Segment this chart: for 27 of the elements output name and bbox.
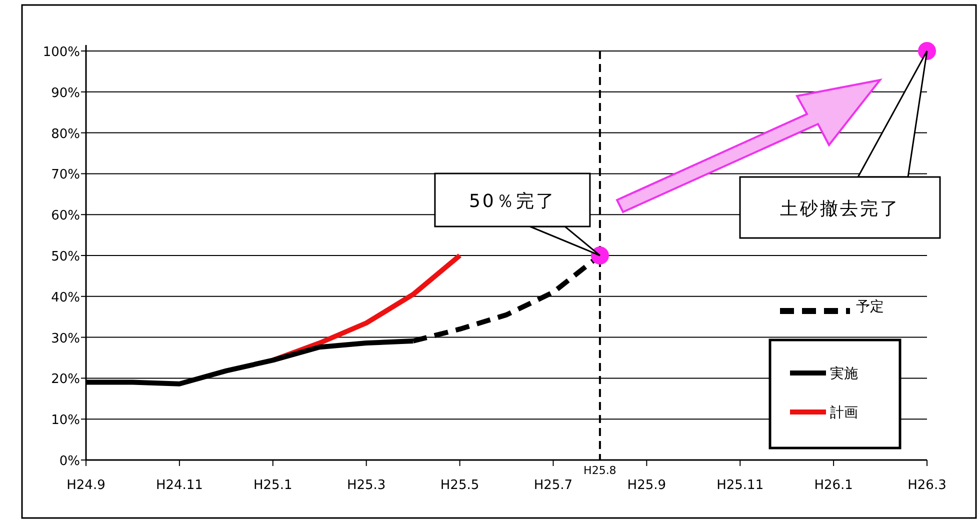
x-tick-label: H26.1 xyxy=(814,478,853,493)
x-tick-label: H25.7 xyxy=(534,478,573,493)
y-tick-label: 40% xyxy=(51,290,80,306)
x-tick-label: H25.9 xyxy=(627,478,666,493)
y-tick-label: 80% xyxy=(51,126,80,142)
legend-label: 計画 xyxy=(830,405,858,421)
y-tick-label: 60% xyxy=(51,208,80,224)
y-tick-label: 90% xyxy=(51,86,80,101)
y-tick-label: 70% xyxy=(51,168,80,183)
legend-label: 予定 xyxy=(856,299,884,315)
y-tick-label: 20% xyxy=(51,372,80,388)
x-tick-label: H24.11 xyxy=(156,478,203,493)
x-tick-label: H25.11 xyxy=(716,478,764,493)
y-tick-label: 10% xyxy=(51,413,80,428)
x-tick-label: H25.1 xyxy=(254,478,292,493)
x-tick-label: H24.9 xyxy=(66,478,106,493)
x-tick-label: H25.5 xyxy=(440,478,480,493)
y-tick-label: 0% xyxy=(59,454,80,469)
annotation: 土砂撤去完了 xyxy=(780,198,900,220)
y-tick-label: 50% xyxy=(51,250,80,264)
y-tick-label: 30% xyxy=(51,331,80,346)
x-tick-label: H25.3 xyxy=(346,478,386,493)
annotation: 50％完了 xyxy=(468,191,556,212)
x-tick-label: H25.8 xyxy=(584,464,616,477)
x-tick-label: H26.3 xyxy=(908,478,946,493)
y-tick-label: 100% xyxy=(42,45,80,60)
legend-label: 実施 xyxy=(830,366,858,382)
